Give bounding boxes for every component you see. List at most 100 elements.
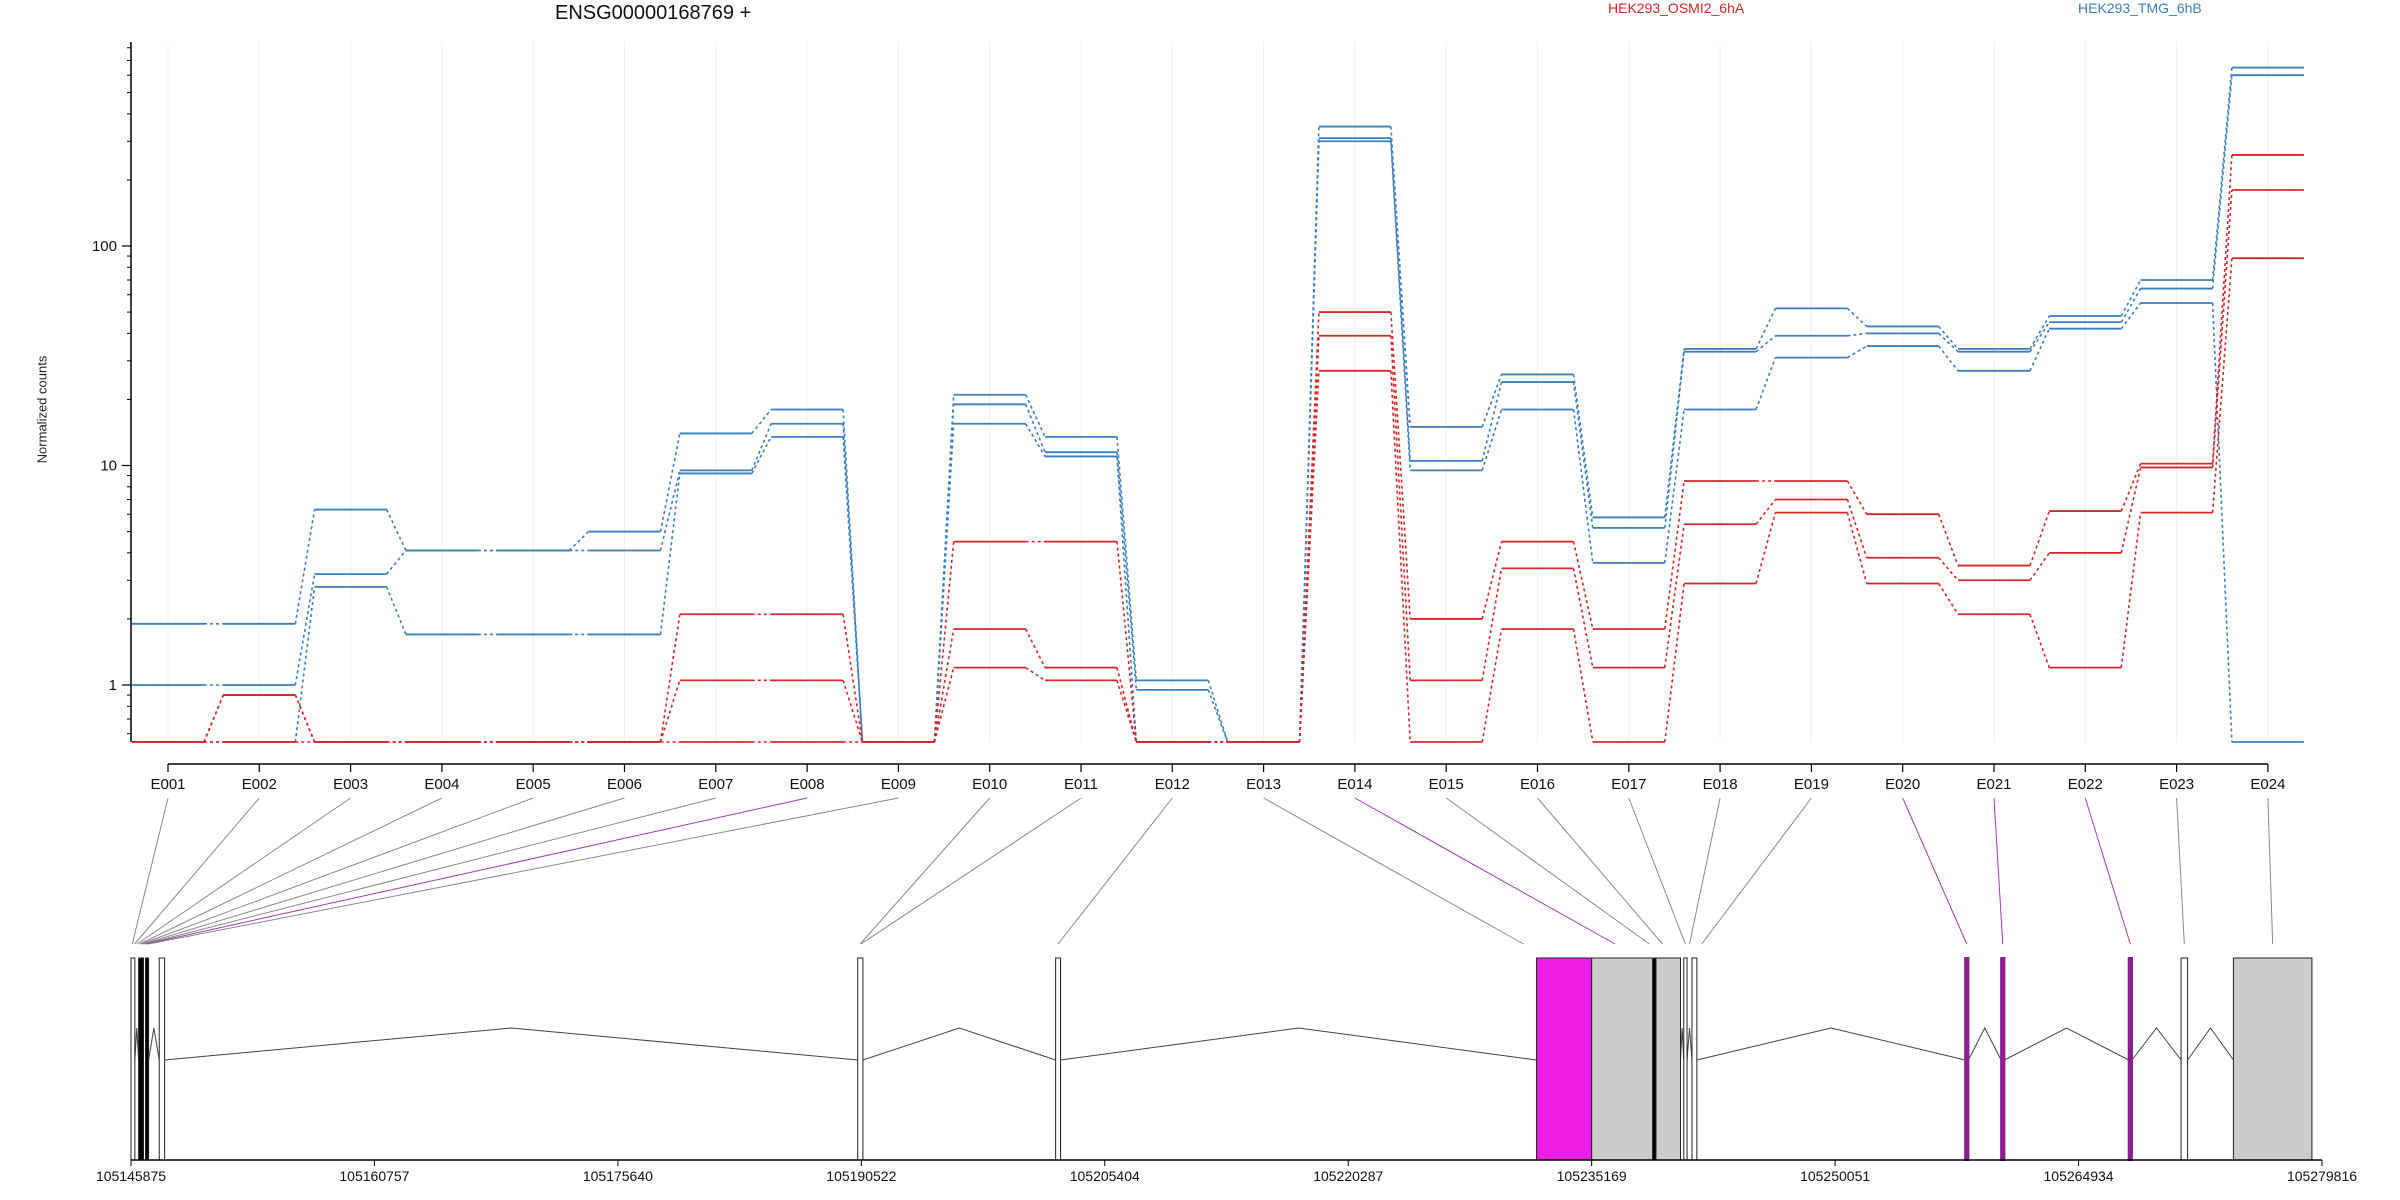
exon-box <box>1591 957 1654 1161</box>
series-transition <box>1938 557 1959 581</box>
series-transition <box>2120 463 2142 512</box>
x-tick-label: E010 <box>972 776 1007 793</box>
exon-box <box>2180 957 2189 1161</box>
exon-connectors <box>131 797 2274 945</box>
series-transition <box>1664 409 1685 564</box>
y-tick-label: 1 <box>109 677 117 694</box>
x-tick-label: E016 <box>1520 776 1555 793</box>
series-transition <box>751 436 772 474</box>
series-transition <box>2120 512 2142 668</box>
series-transition <box>659 614 681 743</box>
y-axis: 1 10 100 <box>92 42 132 742</box>
series-transition <box>1390 141 1411 471</box>
connector-line <box>1263 797 1524 945</box>
exon-box <box>130 957 136 1161</box>
series-transition <box>1298 141 1320 743</box>
series-transition <box>1298 370 1320 743</box>
x-tick-label: E019 <box>1794 776 1829 793</box>
intron-line <box>2004 1027 2129 1061</box>
x-tick-label: E006 <box>607 776 642 793</box>
connector-line <box>1628 797 1686 945</box>
series-1 <box>132 74 2304 743</box>
series-transition <box>1116 667 1138 743</box>
intron-line <box>862 1027 1056 1061</box>
series-3 <box>132 154 2304 743</box>
connector-line <box>139 797 443 945</box>
intron-line <box>1686 1027 1693 1061</box>
series-transition <box>1664 480 1685 630</box>
connector-line <box>859 797 991 945</box>
series-transition <box>1481 568 1503 681</box>
series-transition <box>933 423 955 743</box>
connector-line <box>141 797 534 945</box>
series-transition <box>751 408 772 434</box>
series-transition <box>1755 512 1777 584</box>
series-transition <box>1664 583 1685 743</box>
x-tick-label: E023 <box>2159 776 2194 793</box>
exon-box <box>1536 957 1593 1161</box>
genomic-tick-label: 105220287 <box>1313 1168 1383 1184</box>
x-tick-label: E007 <box>698 776 733 793</box>
series-transition <box>2029 315 2050 350</box>
exon-box <box>2127 957 2133 1161</box>
genomic-tick-label: 105190522 <box>826 1168 896 1184</box>
series-transition <box>2211 258 2233 513</box>
genomic-tick-label: 105250051 <box>1800 1168 1870 1184</box>
intron-line <box>2187 1027 2234 1061</box>
genomic-tick-label: 105160757 <box>339 1168 409 1184</box>
series-transition <box>751 423 772 471</box>
series-transition <box>1664 348 1685 518</box>
connector-line <box>136 797 351 945</box>
series-transition <box>1847 332 1867 337</box>
series-transition <box>2120 279 2142 317</box>
exon-box <box>2232 957 2313 1161</box>
genomic-tick-label: 105145875 <box>96 1168 166 1184</box>
series-transition <box>1390 335 1411 681</box>
genomic-tick-label: 105235169 <box>1557 1168 1627 1184</box>
series-transition <box>1116 680 1138 743</box>
series-transition <box>1846 499 1868 558</box>
series-transition <box>842 409 864 743</box>
intron-line <box>1680 1027 1685 1061</box>
x-tick-label: E024 <box>2250 776 2285 793</box>
series-transition <box>659 470 681 551</box>
series-transition <box>1846 345 1868 359</box>
exon-box <box>1055 957 1062 1161</box>
series-transition <box>1572 374 1594 518</box>
series-transition <box>2120 467 2142 554</box>
series-transition <box>1390 126 1411 427</box>
legend-osmi2: HEK293_OSMI2_6hA <box>1608 0 1745 16</box>
connector-line <box>1902 797 1968 945</box>
series-transition <box>1572 409 1594 564</box>
connector-line <box>1993 797 2004 945</box>
series-transition <box>1207 680 1229 743</box>
series-transition <box>1025 423 1046 457</box>
connector-line <box>2084 797 2131 945</box>
series-4 <box>132 189 2304 743</box>
x-tick-label: E021 <box>1976 776 2011 793</box>
connector-line <box>1354 797 1616 945</box>
exon-box <box>1691 957 1698 1161</box>
series-0 <box>132 66 2304 743</box>
connector-line <box>1057 797 1173 945</box>
series-transition <box>842 680 864 743</box>
series-transition <box>1755 499 1777 525</box>
series-transition <box>1024 394 1046 438</box>
series-transition <box>1846 480 1868 515</box>
series-transition <box>1755 308 1777 350</box>
intron-line <box>164 1027 858 1061</box>
series-transition <box>842 614 864 743</box>
exon-box <box>1655 957 1682 1161</box>
series-transition <box>1938 583 1959 615</box>
y-tick-label: 100 <box>92 238 117 255</box>
x-tick-label: E008 <box>790 776 825 793</box>
exon-box <box>1964 957 1970 1161</box>
series-transition <box>1481 541 1503 620</box>
connector-line <box>1537 797 1663 945</box>
chart-title: ENSG00000168769 + <box>555 2 752 24</box>
x-axis: E001 E002 E003 E004 E005 E006 E007 E008 E009 E010… <box>150 763 2285 793</box>
connector-line <box>144 797 716 945</box>
series-transition <box>385 586 407 635</box>
exon-box <box>1683 957 1688 1161</box>
legend-tmg: HEK293_TMG_6hB <box>2078 0 2202 16</box>
